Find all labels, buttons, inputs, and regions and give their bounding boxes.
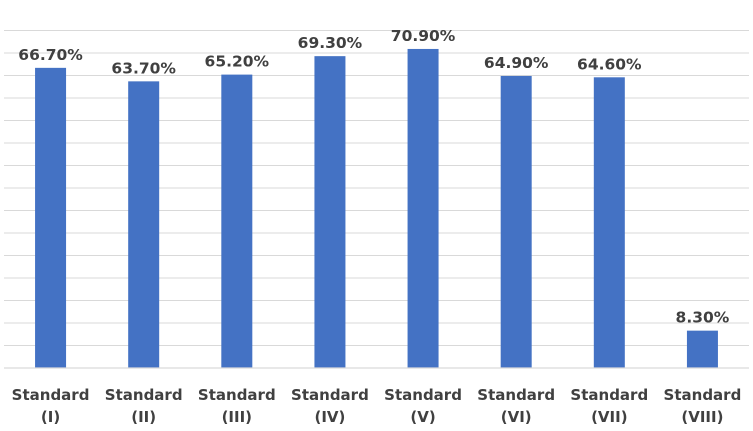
data-label-8: 8.30% xyxy=(676,309,730,327)
data-label-6: 64.90% xyxy=(484,54,549,72)
data-label-1: 66.70% xyxy=(18,46,83,64)
x-tick-label-2: Standard (II) xyxy=(105,386,183,426)
bar-7 xyxy=(593,77,625,369)
bar-4 xyxy=(314,56,346,369)
x-tick-labels: Standard (I) Standard (II) Standard (III) Stan… xyxy=(12,386,742,426)
data-label-2: 63.70% xyxy=(111,59,176,77)
data-labels: 66.70% 63.70% 65.20% 69.30% 70.90% 64.90% 64.6… xyxy=(18,27,730,327)
data-label-3: 65.20% xyxy=(205,53,270,71)
x-tick-label-7: Standard (VII) xyxy=(570,386,648,426)
bar-6 xyxy=(500,75,532,368)
data-label-7: 64.60% xyxy=(577,55,642,73)
bars xyxy=(35,48,718,369)
x-tick-label-1: Standard (I) xyxy=(12,386,90,426)
bar-2 xyxy=(128,81,160,368)
data-label-5: 70.90% xyxy=(391,27,456,45)
x-tick-label-8: Standard (VIII) xyxy=(664,386,742,426)
x-tick-label-6: Standard (VI) xyxy=(477,386,555,426)
x-tick-label-3: Standard (III) xyxy=(198,386,276,426)
data-label-4: 69.30% xyxy=(298,34,363,52)
x-tick-label-5: Standard (V) xyxy=(384,386,462,426)
bar-8 xyxy=(686,330,718,368)
gridlines xyxy=(4,30,749,346)
bar-1 xyxy=(35,67,67,368)
bar-3 xyxy=(221,74,253,368)
x-tick-label-4: Standard (IV) xyxy=(291,386,369,426)
bar-5 xyxy=(407,48,439,368)
